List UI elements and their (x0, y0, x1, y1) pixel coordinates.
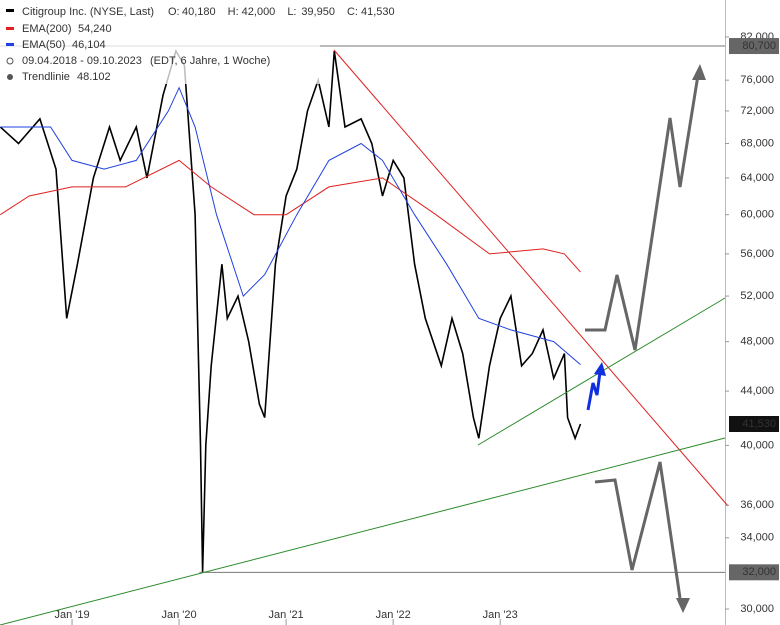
y-tick-label: 34,000 (740, 532, 774, 544)
ohlc-key: C: (347, 6, 358, 18)
ohlc-values: O: 40,180 H: 42,000 L: 39,950 C: 41,530 (168, 6, 395, 18)
legend-value: 48.102 (77, 71, 111, 83)
period-note: (EDT, 6 Jahre, 1 Woche) (150, 55, 270, 67)
arrow-head (676, 598, 690, 613)
ohlc-value: 41,530 (361, 6, 395, 18)
y-tick-label: 40,000 (740, 439, 774, 451)
scenario-blue (586, 371, 602, 411)
ema-line (0, 159, 581, 273)
ohlc-key: L: (287, 6, 296, 18)
price-line (0, 49, 582, 573)
price-tag-label: 41,530 (742, 418, 776, 430)
x-tick-label: Jan '23 (483, 609, 518, 621)
ohlc-value: 39,950 (301, 6, 335, 18)
legend-swatch (6, 9, 14, 12)
x-tick-label: Jan '20 (162, 609, 197, 621)
ohlc-value: 40,180 (182, 6, 216, 18)
price-tag (729, 564, 779, 581)
price-tag-label: 32,000 (742, 566, 776, 578)
legend: Citigroup Inc. (NYSE, Last) O: 40,180 H: 42… (0, 2, 395, 84)
x-tick-label: Jan '21 (269, 609, 304, 621)
y-tick-label: 52,000 (740, 290, 774, 302)
y-tick-label: 56,000 (740, 248, 774, 260)
price-tag (729, 38, 779, 55)
ema-line (0, 86, 581, 365)
scenario-down (594, 461, 682, 599)
legend-icon (6, 57, 14, 65)
y-tick-label: 60,000 (740, 209, 774, 221)
ohlc-key: O: (168, 6, 180, 18)
scenario-up (585, 74, 700, 351)
legend-title: Citigroup Inc. (NYSE, Last) (22, 6, 154, 18)
legend-value: 46,104 (72, 39, 106, 51)
legend-value: 54,240 (78, 23, 112, 35)
resistance-trendline (333, 49, 729, 507)
y-tick-label: 44,000 (740, 385, 774, 397)
legend-label: EMA(200) (22, 23, 72, 35)
y-tick-label: 68,000 (740, 137, 774, 149)
y-tick-label: 36,000 (740, 499, 774, 511)
arrow-head (692, 64, 706, 80)
legend-background (0, 2, 320, 84)
legend-icon (7, 74, 13, 80)
x-tick-label: Jan '22 (376, 609, 411, 621)
price-tag-label: 80,700 (742, 40, 776, 52)
y-tick-label: 72,000 (740, 105, 774, 117)
legend-label: Trendlinie (22, 71, 70, 83)
long-trendline (0, 437, 726, 625)
y-tick-label: 30,000 (740, 603, 774, 615)
y-tick-label: 76,000 (740, 74, 774, 86)
arrow-head (594, 362, 606, 376)
period: 09.04.2018 - 09.10.2023 (22, 55, 142, 67)
ohlc-key: H: (228, 6, 239, 18)
ohlc-value: 42,000 (242, 6, 276, 18)
price-tag (729, 416, 779, 433)
y-tick-label: 48,000 (740, 336, 774, 348)
legend-swatch (6, 43, 14, 46)
legend-label: EMA(50) (22, 39, 65, 51)
legend-swatch (6, 27, 14, 30)
y-tick-label: 64,000 (740, 172, 774, 184)
x-tick-label: Jan '19 (54, 609, 89, 621)
